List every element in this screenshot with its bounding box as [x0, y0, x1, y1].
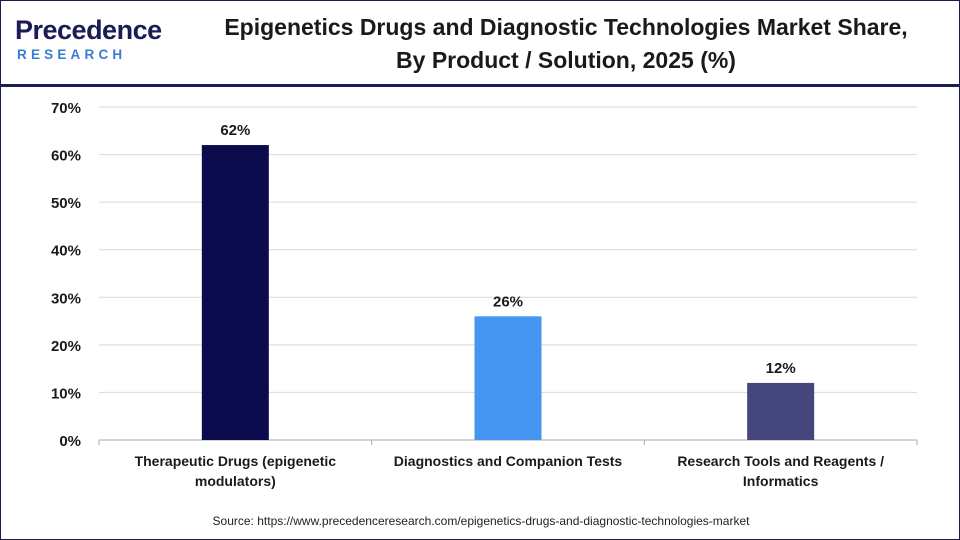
- source-note: Source: https://www.precedenceresearch.c…: [212, 514, 750, 528]
- x-category-label-line: modulators): [195, 473, 276, 489]
- y-tick-label: 40%: [51, 243, 81, 260]
- header: Precedence RESEARCH Epigenetics Drugs an…: [1, 1, 960, 87]
- chart-title-line-2: By Product / Solution, 2025 (%): [396, 47, 736, 73]
- data-label: 62%: [220, 122, 250, 139]
- x-category-label: Diagnostics and Companion Tests: [394, 453, 623, 469]
- y-tick-label: 20%: [51, 338, 81, 355]
- y-tick-label: 70%: [51, 100, 81, 117]
- y-tick-label: 50%: [51, 195, 81, 212]
- y-tick-label: 60%: [51, 148, 81, 165]
- bar: [201, 145, 269, 441]
- x-category-label-line: Research Tools and Reagents /: [677, 453, 884, 469]
- chart-title-line-1: Epigenetics Drugs and Diagnostic Technol…: [224, 14, 908, 40]
- x-category-label-line: Diagnostics and Companion Tests: [394, 453, 623, 469]
- bar: [747, 382, 815, 440]
- x-category-label: Therapeutic Drugs (epigenetic modulators): [135, 453, 337, 489]
- logo-subtitle: RESEARCH: [17, 47, 127, 62]
- x-category-label-line: Therapeutic Drugs (epigenetic: [135, 453, 337, 469]
- brand-logo: Precedence RESEARCH: [15, 15, 165, 67]
- bar: [474, 316, 542, 440]
- data-label: 26%: [493, 293, 523, 310]
- x-category-label-line: Informatics: [743, 473, 819, 489]
- y-tick-label: 10%: [51, 385, 81, 402]
- x-category-label: Research Tools and Reagents / Informatics: [677, 453, 884, 489]
- y-tick-label: 30%: [51, 290, 81, 307]
- data-label: 12%: [766, 360, 796, 377]
- y-tick-label: 0%: [59, 433, 81, 450]
- logo-wordmark: Precedence: [15, 15, 162, 45]
- chart-title: Epigenetics Drugs and Diagnostic Technol…: [181, 11, 951, 77]
